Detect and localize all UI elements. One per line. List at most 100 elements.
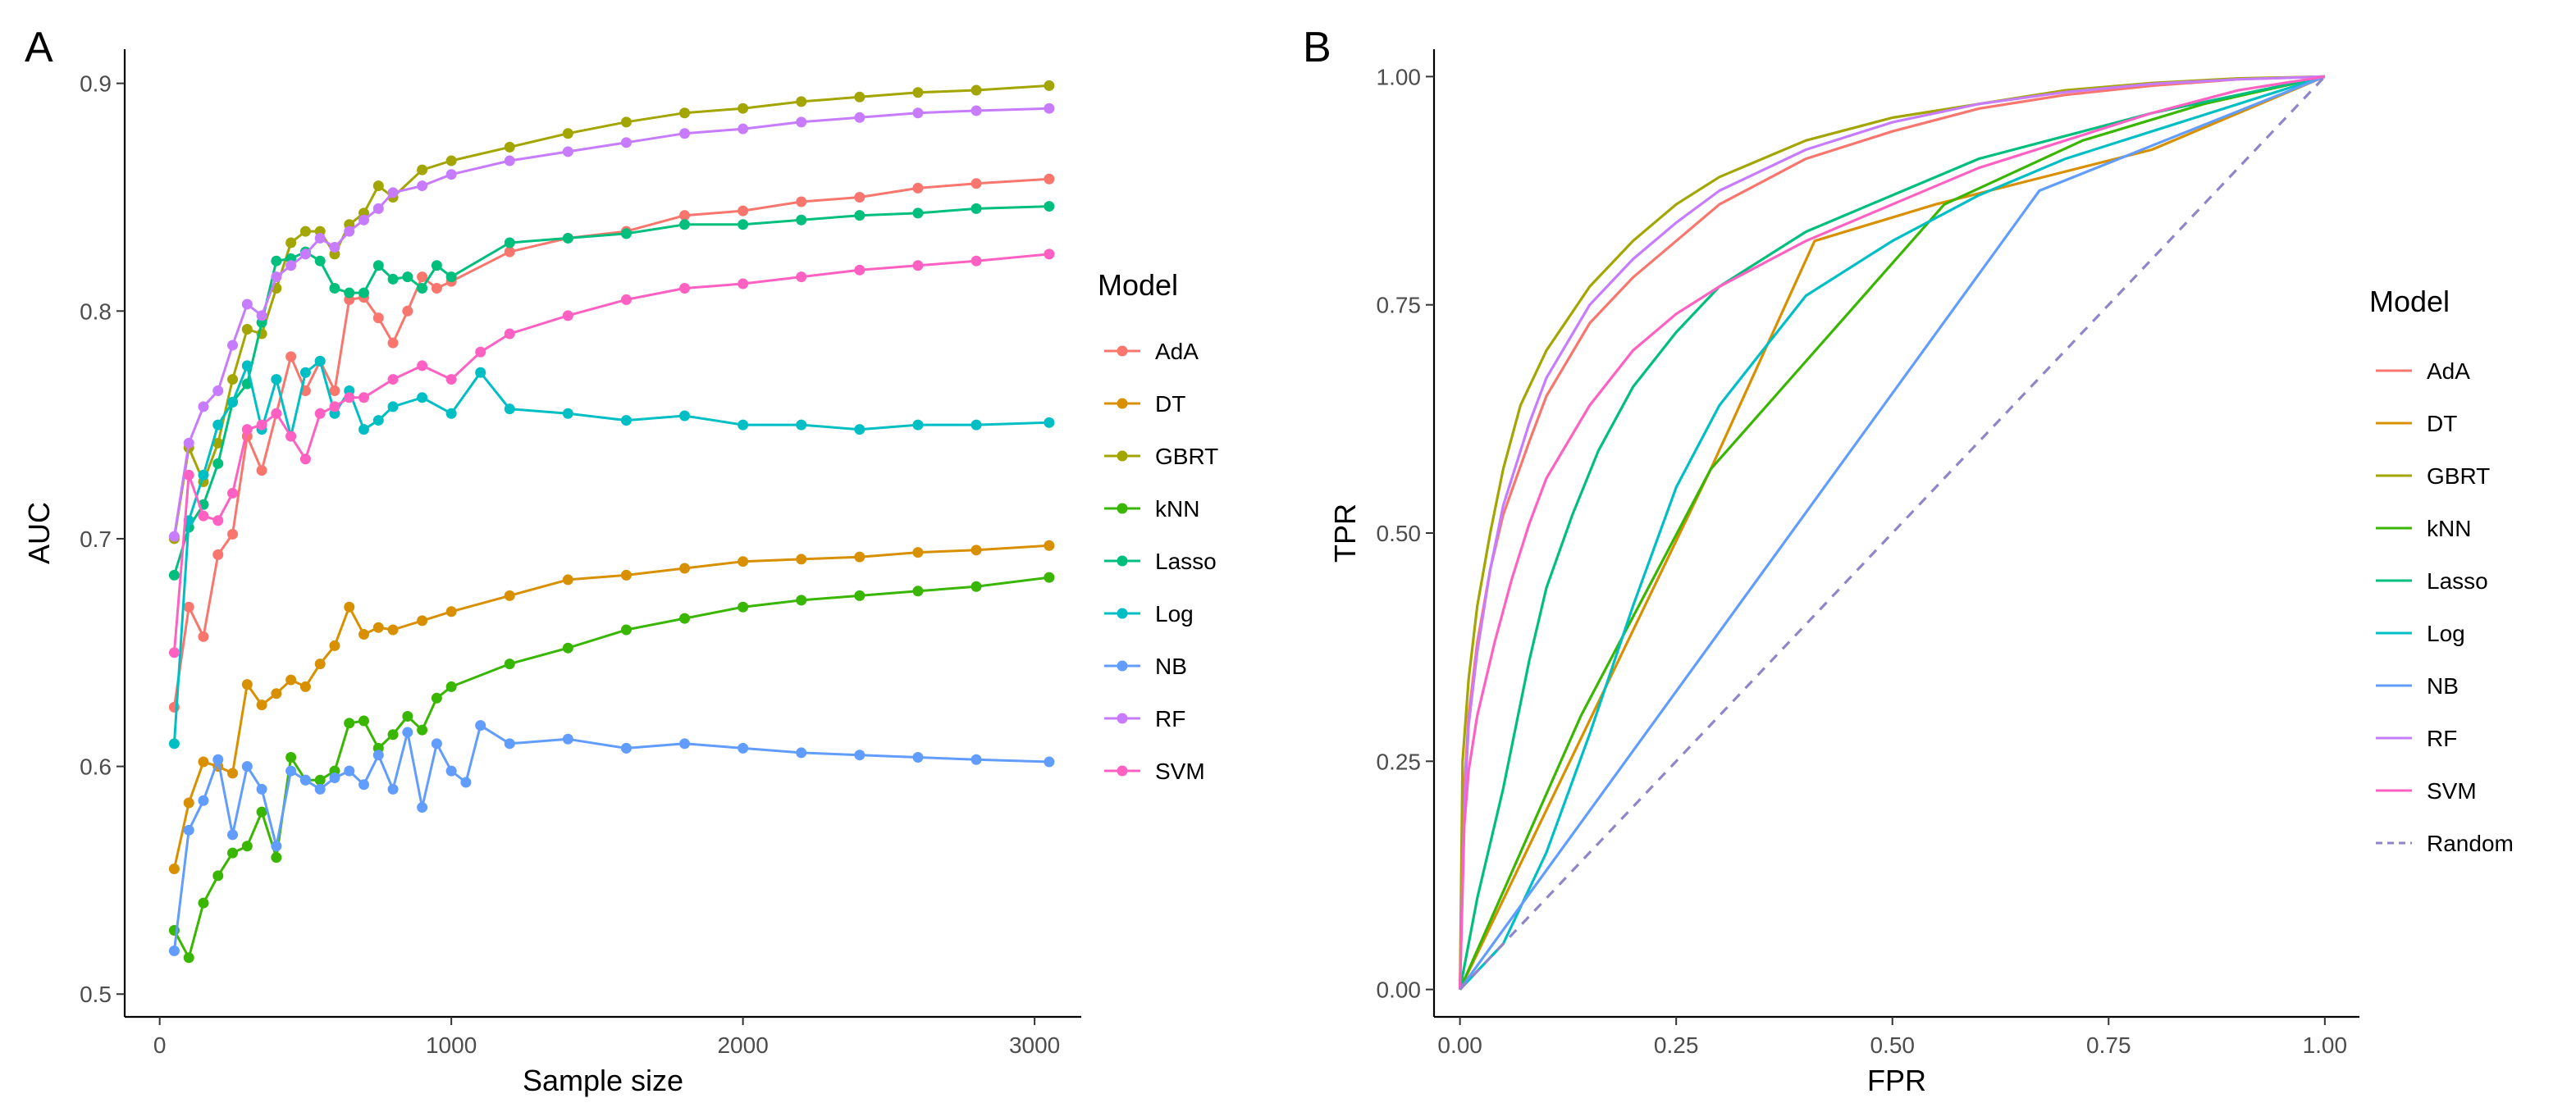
data-point-ada — [285, 351, 297, 362]
y-tick-label: 0.7 — [80, 526, 112, 552]
data-point-svm — [475, 346, 486, 358]
data-point-nb — [796, 747, 807, 759]
data-point-nb — [285, 765, 297, 777]
data-point-svm — [1044, 248, 1055, 260]
data-point-log — [417, 392, 428, 403]
data-point-rf — [168, 531, 180, 542]
data-point-log — [854, 424, 866, 435]
data-point-nb — [679, 738, 691, 750]
y-tick-label: 0.25 — [1377, 749, 1422, 774]
x-tick-label: 0.50 — [1870, 1032, 1915, 1058]
data-point-knn — [359, 715, 369, 727]
data-point-knn — [562, 642, 573, 654]
data-point-rf — [796, 116, 807, 128]
data-point-nb — [402, 727, 413, 738]
data-point-lasso — [417, 283, 428, 294]
y-tick-label: 0.00 — [1377, 978, 1422, 1003]
data-point-svm — [971, 255, 982, 267]
panel-a: A 0.5 0.6 0.7 0.8 0.9 0 1000 2000 3000 Sample size… — [22, 24, 1218, 1097]
x-tick-label: 0.75 — [2086, 1032, 2131, 1058]
data-point-rf — [854, 112, 866, 123]
series-line-gbrt — [1459, 75, 2325, 990]
data-point-log — [475, 367, 486, 378]
legend-label-nb: NB — [1155, 654, 1187, 679]
data-point-svm — [387, 374, 399, 385]
data-point-nb — [314, 783, 326, 795]
data-point-knn — [183, 952, 194, 964]
data-point-ada — [796, 196, 807, 207]
data-point-ada — [387, 337, 399, 349]
legend-label-knn: kNN — [2427, 516, 2471, 541]
legend-marker-gbrt — [1117, 450, 1128, 462]
legend-title: Model — [1098, 268, 1178, 302]
data-point-nb — [183, 824, 194, 836]
data-point-log — [198, 469, 209, 481]
data-point-knn — [445, 681, 457, 692]
data-point-lasso — [562, 232, 573, 244]
data-point-dt — [620, 569, 632, 581]
legend-label-gbrt: GBRT — [2427, 463, 2490, 489]
data-point-ada — [854, 191, 866, 203]
x-axis-title: Sample size — [523, 1064, 683, 1097]
data-point-lasso — [314, 255, 326, 267]
legend-label-svm: SVM — [1155, 759, 1205, 784]
data-point-rf — [212, 385, 224, 396]
legend-label-svm: SVM — [2427, 778, 2477, 804]
y-tick-label: 0.75 — [1377, 293, 1422, 318]
series-line-ada — [172, 177, 1049, 708]
series-random — [1459, 75, 2326, 991]
data-point-dt — [971, 545, 982, 556]
data-point-dt — [679, 563, 691, 574]
data-point-knn — [431, 692, 442, 704]
x-axis-title: FPR — [1867, 1064, 1926, 1097]
data-point-gbrt — [912, 87, 924, 98]
data-point-dt — [299, 681, 311, 692]
data-point-gbrt — [1044, 80, 1055, 91]
data-point-ada — [971, 178, 982, 189]
legend-label-knn: kNN — [1155, 496, 1199, 522]
legend-label-gbrt: GBRT — [1155, 444, 1218, 469]
data-point-dt — [168, 864, 180, 875]
data-point-lasso — [372, 260, 384, 271]
legend-label-dt: DT — [2427, 411, 2457, 436]
data-point-svm — [314, 408, 326, 419]
legend-label-dt: DT — [1155, 391, 1185, 417]
data-point-lasso — [504, 237, 515, 248]
y-tick-label: 0.50 — [1377, 521, 1422, 546]
data-point-svm — [212, 515, 224, 526]
data-point-dt — [329, 640, 340, 651]
series-rf — [1459, 75, 2325, 990]
data-point-log — [796, 419, 807, 431]
data-point-rf — [912, 107, 924, 119]
data-point-nb — [1044, 756, 1055, 768]
data-point-gbrt — [854, 91, 866, 103]
data-point-ada — [227, 528, 239, 540]
data-point-svm — [562, 310, 573, 321]
data-point-ada — [912, 182, 924, 194]
data-point-lasso — [212, 458, 224, 469]
legend-label-rf: RF — [1155, 706, 1185, 731]
data-point-knn — [285, 751, 297, 763]
data-point-gbrt — [971, 84, 982, 96]
y-tick-label: 0.9 — [80, 71, 112, 97]
data-point-knn — [679, 613, 691, 624]
data-point-gbrt — [620, 116, 632, 128]
data-point-nb — [912, 751, 924, 763]
data-point-svm — [854, 264, 866, 276]
legend: Model AdA DT GBRT kNN Lasso Log NB RF SVM — [1098, 268, 1218, 784]
series-dt — [1459, 75, 2326, 991]
data-point-rf — [562, 146, 573, 157]
data-point-lasso — [445, 271, 457, 283]
data-point-rf — [971, 105, 982, 116]
series-knn — [1459, 75, 2326, 991]
data-point-ada — [679, 210, 691, 221]
data-point-knn — [314, 774, 326, 786]
legend-marker-lasso — [1117, 555, 1128, 567]
series-line-nb — [1459, 75, 2326, 991]
data-point-rf — [314, 232, 326, 244]
data-point-dt — [504, 590, 515, 601]
legend-label-rf: RF — [2427, 726, 2457, 751]
data-point-svm — [168, 647, 180, 659]
data-point-nb — [387, 783, 399, 795]
